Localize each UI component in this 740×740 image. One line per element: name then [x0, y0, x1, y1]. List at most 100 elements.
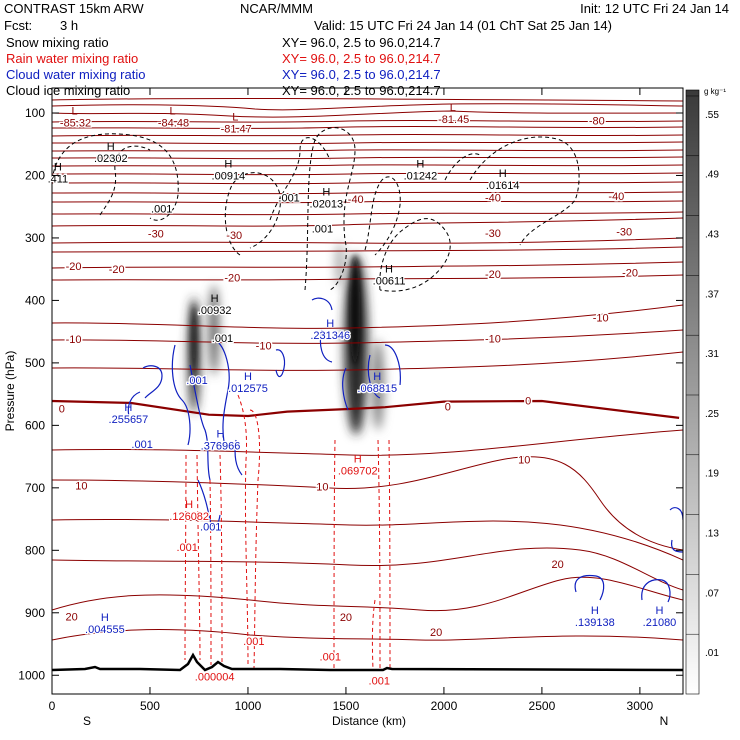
temperature-labels: -80 -40 -40 -40 -30 -30 -30 -30 -20 -20 -20 -20 -20 -… [57, 114, 639, 641]
legend-entry-2: Cloud water mixing ratio [6, 67, 145, 82]
ice-contours [52, 127, 580, 292]
temperature-label: -20 [109, 264, 125, 276]
extremum-value: .231346 [310, 330, 350, 342]
isotherm-minus20 [52, 261, 683, 269]
y-tick-label: 400 [25, 293, 45, 307]
snow-core-2 [191, 305, 197, 375]
ice-cloud-5 [304, 127, 356, 291]
snow-shading [188, 243, 384, 435]
temperature-label: -40 [485, 192, 501, 204]
colorbar-ticks: .01 .07 .13 .19 .25 .31 .37 .43 .49 .55 [686, 95, 719, 659]
freezing-level-line [52, 399, 680, 419]
colorbar-gradient [685, 89, 700, 695]
valid-time: Valid: 15 UTC Fri 24 Jan 14 (01 ChT Sat … [314, 18, 612, 33]
colorbar-tick-label: .37 [705, 289, 719, 300]
rain-shaft-2 [196, 454, 201, 661]
legend-entry-3: Cloud ice mixing ratio [6, 83, 130, 98]
extremum-marker: L [450, 102, 456, 114]
extremum-marker: H [224, 158, 232, 170]
temperature-label: 20 [340, 612, 352, 624]
extremum-value: .00914 [212, 170, 246, 182]
colorbar-unit: g kg⁻¹ [704, 87, 726, 96]
x-tick-label: 1500 [333, 699, 360, 713]
extremum-value: .001 [320, 652, 341, 664]
extremum-value: .001 [212, 333, 233, 345]
south-label: S [83, 714, 91, 728]
ice-cloud-4 [269, 137, 331, 221]
legend-xy-1: XY= 96.0, 2.5 to 96.0,214.7 [282, 51, 441, 66]
cloud-water-15 [670, 539, 683, 553]
extremum-value: .069702 [338, 465, 378, 477]
isotherm-upper-13 [52, 191, 683, 195]
cloud-water-17 [641, 579, 671, 603]
extremum-value: .068815 [357, 383, 397, 395]
extremum-marker: H [373, 371, 381, 383]
temperature-label: -40 [608, 191, 624, 203]
forecast-hour: 3 h [60, 18, 78, 33]
extremum-value: .255657 [109, 414, 149, 426]
isotherm-plus20 [52, 576, 683, 612]
temperature-label: -20 [485, 269, 501, 281]
cloud-water-5 [214, 339, 230, 451]
temperature-label: -30 [485, 228, 501, 240]
y-tick-label: 100 [25, 106, 45, 120]
extremum-value: -81.47 [221, 124, 252, 136]
extremum-value: .001 [186, 375, 207, 387]
colorbar-tick-label: .07 [705, 588, 719, 599]
north-label: N [660, 714, 669, 728]
temperature-label: -10 [593, 312, 609, 324]
temperature-label: 0 [525, 395, 531, 407]
legend-entry-1: Rain water mixing ratio [6, 51, 138, 66]
extremum-value: .139138 [575, 617, 615, 629]
isotherm-minus10b [52, 329, 683, 344]
extremum-marker: H [211, 293, 219, 305]
extremum-marker: L [232, 112, 238, 124]
terrain-line [52, 652, 683, 672]
y-tick-label: 500 [25, 356, 45, 370]
temperature-label: -10 [485, 334, 501, 346]
isotherm-upper-6 [52, 133, 683, 137]
isotherm-plus15 [52, 547, 683, 591]
extremum-marker: H [217, 428, 225, 440]
isotherm-upper-1 [52, 97, 683, 102]
temperature-label: -20 [224, 272, 240, 284]
ice-cloud-2 [99, 145, 151, 216]
contour-labels: L-85.32L-84.48 L-81.47L-81.45H.411H.02302… [46, 102, 677, 688]
organization: NCAR/MMM [240, 1, 313, 16]
isotherm-upper-5 [52, 125, 683, 129]
temperature-label: -10 [256, 340, 272, 352]
cloud-water-2 [127, 391, 141, 421]
extremum-marker: H [416, 158, 424, 170]
rain-shaft-5 [237, 394, 249, 666]
extremum-value: .004555 [85, 624, 125, 636]
isotherm-upper-11 [52, 172, 683, 176]
cloud-water-12 [367, 354, 381, 399]
extremum-value: .00611 [373, 275, 406, 287]
y-tick-label: 600 [25, 418, 45, 432]
y-tick-label: 900 [25, 606, 45, 620]
colorbar-tick-label: .31 [705, 349, 719, 360]
extremum-value: -81.45 [438, 114, 469, 126]
ice-cloud-6 [364, 176, 401, 256]
x-tick-label: 500 [140, 699, 160, 713]
legend-xy-2: XY= 96.0, 2.5 to 96.0,214.7 [282, 67, 441, 82]
cloud-water-contours [127, 297, 683, 603]
cloud-water-8 [275, 349, 286, 378]
ice-cloud-9 [444, 153, 481, 181]
extremum-value: -84.48 [158, 117, 189, 129]
legend: Snow mixing ratio XY= 96.0, 2.5 to 96.0,2… [6, 35, 441, 98]
extremum-value: .126082 [169, 511, 209, 523]
isotherm-upper-8 [52, 149, 683, 152]
isotherm-minus10 [52, 304, 683, 329]
cloud-water-7 [197, 479, 221, 527]
extremum-value: .001 [177, 542, 198, 554]
x-tick-label: 0 [49, 699, 56, 713]
extremum-value: .000004 [195, 672, 235, 684]
y-tick-label: 200 [25, 168, 45, 182]
y-tick-label: 300 [25, 231, 45, 245]
y-tick-label: 700 [25, 481, 45, 495]
isotherm-minus5 [52, 351, 683, 371]
model-title: CONTRAST 15km ARW [4, 1, 144, 16]
cloud-water-3 [171, 344, 191, 446]
